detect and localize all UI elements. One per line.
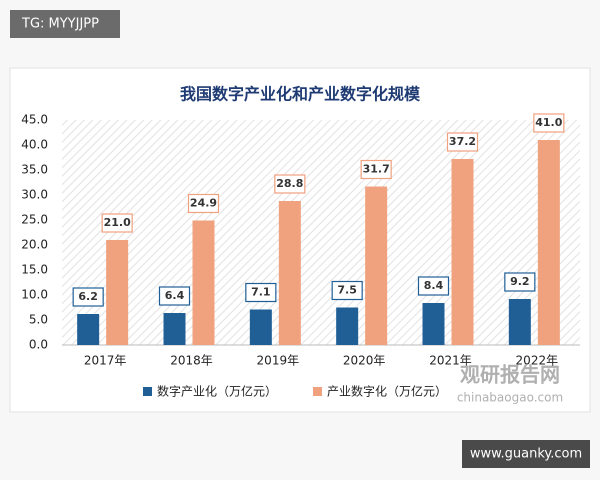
legend-label: 数字产业化（万亿元）: [157, 384, 277, 399]
value-label: 9.2: [510, 275, 530, 288]
y-tick-label: 35.0: [21, 163, 48, 177]
value-label-box: [187, 193, 220, 214]
value-label-box: [360, 159, 392, 180]
site-box: [462, 440, 590, 468]
value-label: 41.0: [535, 116, 562, 129]
bar: [508, 299, 531, 345]
x-tick-label: 2022年: [516, 354, 559, 368]
legend-swatch: [313, 387, 322, 396]
legend-label: 产业数字化（万亿元）: [327, 384, 447, 399]
value-label-box: [274, 174, 306, 194]
bar: [106, 240, 129, 345]
y-tick-label: 0.0: [29, 338, 48, 352]
value-label-box: [504, 272, 536, 292]
bar: [163, 313, 186, 345]
x-tick-label: 2017年: [84, 354, 127, 368]
value-label: 24.9: [190, 197, 217, 210]
bar: [537, 140, 560, 345]
plot-area: [62, 120, 580, 345]
bar: [249, 309, 272, 345]
value-label-box: [446, 132, 479, 152]
value-label: 21.0: [104, 216, 131, 229]
value-label-box: [417, 276, 450, 296]
tag-text: TG: MYYJJPP: [21, 17, 99, 32]
chart-title: 我国数字产业化和产业数字化规模: [180, 85, 421, 104]
y-tick-label: 5.0: [29, 313, 48, 327]
y-tick-label: 20.0: [21, 238, 48, 252]
x-tick-label: 2019年: [257, 354, 300, 368]
x-tick-label: 2021年: [429, 354, 472, 368]
y-tick-label: 30.0: [21, 188, 48, 202]
y-tick-label: 15.0: [21, 263, 48, 277]
bar: [365, 186, 388, 345]
value-label: 8.4: [424, 279, 444, 292]
y-tick-label: 10.0: [21, 288, 48, 302]
value-label: 7.1: [251, 286, 271, 299]
watermark-url: chinabaogao.com: [457, 391, 563, 405]
value-label: 7.5: [337, 284, 357, 297]
y-tick-label: 40.0: [21, 138, 48, 152]
site-text: www.guanky.com: [470, 447, 582, 462]
value-label-box: [72, 287, 104, 307]
y-tick-label: 25.0: [21, 213, 48, 227]
value-label-box: [533, 113, 565, 133]
value-label-box: [101, 213, 133, 233]
value-label-box: [158, 286, 191, 306]
bar: [192, 220, 215, 345]
bar: [77, 314, 100, 345]
value-label-box: [331, 280, 363, 301]
value-label: 6.2: [78, 290, 98, 303]
value-label: 37.2: [449, 135, 476, 148]
value-label: 6.4: [165, 289, 185, 302]
bar: [336, 307, 359, 345]
watermark-name: 观研报告网: [460, 363, 560, 387]
x-tick-label: 2020年: [343, 354, 386, 368]
bar: [422, 303, 445, 345]
bar: [451, 159, 474, 345]
value-label-box: [245, 282, 277, 303]
value-label: 28.8: [276, 177, 303, 190]
legend-swatch: [143, 387, 152, 396]
y-tick-label: 45.0: [21, 113, 48, 127]
bar: [278, 201, 301, 345]
x-tick-label: 2018年: [170, 354, 213, 368]
value-label: 31.7: [363, 163, 390, 176]
tag-box: [10, 10, 120, 38]
